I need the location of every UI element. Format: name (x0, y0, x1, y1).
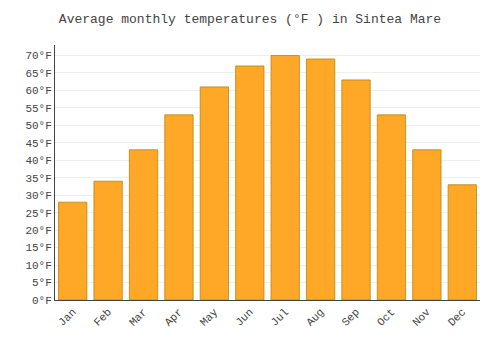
svg-text:0°F: 0°F (32, 295, 52, 307)
svg-text:55°F: 55°F (25, 103, 51, 115)
svg-text:Mar: Mar (127, 306, 149, 328)
svg-text:15°F: 15°F (25, 242, 51, 254)
svg-text:60°F: 60°F (25, 85, 51, 97)
svg-text:30°F: 30°F (25, 190, 51, 202)
svg-text:Apr: Apr (162, 306, 184, 328)
svg-text:10°F: 10°F (25, 260, 51, 272)
svg-text:65°F: 65°F (25, 68, 51, 80)
svg-text:Jan: Jan (56, 306, 78, 328)
svg-text:Jul: Jul (269, 306, 291, 328)
svg-text:40°F: 40°F (25, 155, 51, 167)
svg-text:35°F: 35°F (25, 173, 51, 185)
svg-text:Sep: Sep (340, 306, 362, 328)
svg-text:45°F: 45°F (25, 138, 51, 150)
svg-text:Oct: Oct (375, 306, 397, 328)
svg-text:Average monthly temperatures (: Average monthly temperatures (°F ) in Si… (59, 12, 441, 27)
svg-text:Dec: Dec (446, 306, 468, 328)
svg-text:25°F: 25°F (25, 208, 51, 220)
svg-text:May: May (198, 306, 221, 329)
svg-text:5°F: 5°F (32, 277, 52, 289)
svg-text:70°F: 70°F (25, 50, 51, 62)
svg-text:Nov: Nov (410, 306, 433, 329)
svg-text:Jun: Jun (233, 306, 255, 328)
svg-text:50°F: 50°F (25, 120, 51, 132)
svg-text:Feb: Feb (92, 306, 114, 328)
svg-text:20°F: 20°F (25, 225, 51, 237)
svg-text:Aug: Aug (304, 306, 326, 328)
